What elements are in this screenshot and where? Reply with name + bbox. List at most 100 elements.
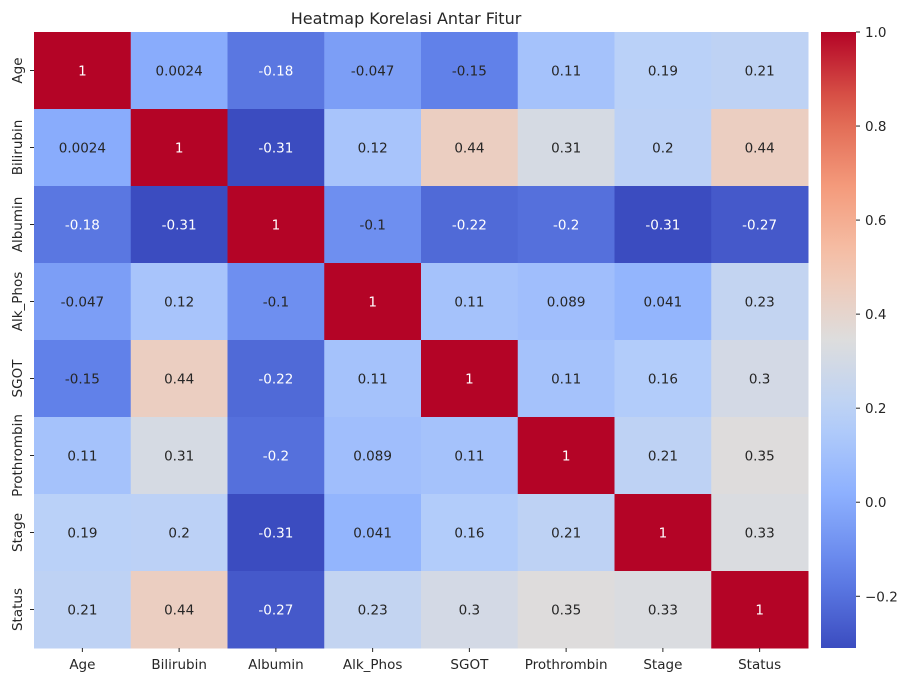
heatmap-cell [324,186,422,264]
heatmap-cell [517,109,615,187]
heatmap-cell [421,571,519,649]
cell-value-label: -0.31 [645,218,680,234]
y-tick-label: Alk_Phos [10,272,26,332]
colorbar: 1.0 0.8 0.6 0.4 0.2 0.0 −0.2 [821,25,898,648]
cell-value-label: -0.18 [65,218,100,234]
heatmap-cell [34,494,132,572]
cell-value-label: -0.27 [258,603,293,619]
cell-value-label: 0.11 [454,295,484,311]
x-tick-label: Albumin [248,657,304,673]
cell-value-label: 0.23 [358,603,388,619]
heatmap-cell [34,186,132,264]
cell-value-label: 0.3 [749,372,770,388]
heatmap-cell [614,263,712,341]
cell-value-label: 0.19 [67,526,97,542]
cell-value-label: 0.33 [745,526,775,542]
cell-value-label: -0.27 [742,218,777,234]
heatmap-cell [614,494,712,572]
heatmap-cell [227,340,325,418]
cell-value-label: 0.2 [168,526,189,542]
cell-value-label: 0.44 [454,141,484,157]
cell-value-label: 0.11 [67,449,97,465]
heatmap-cell [130,263,228,341]
cell-value-label: -0.1 [263,295,289,311]
heatmap-cell [517,340,615,418]
heatmap-cell [421,494,519,572]
heatmap-cell [227,494,325,572]
colorbar-tick-label: 0.4 [865,307,886,323]
colorbar-tick-label: 0.0 [865,495,886,511]
y-tick-label: SGOT [10,359,26,398]
heatmap-cell [324,340,422,418]
colorbar-tick-label: −0.2 [865,589,898,605]
heatmap-cell [34,109,132,187]
heatmap-cell [130,494,228,572]
heatmap-cell [227,109,325,187]
colorbar-gradient [821,32,856,648]
heatmap-cell [130,340,228,418]
cell-value-label: -0.18 [258,64,293,80]
cell-value-label: -0.047 [351,64,395,80]
cell-value-label: -0.31 [162,218,197,234]
cell-value-label: -0.2 [553,218,579,234]
y-axis: Age Bilirubin Albumin Alk_Phos SGOT Prothromb… [10,57,34,631]
heatmap-cell [227,186,325,264]
heatmap-cell [711,340,809,418]
cell-value-label: 0.23 [745,295,775,311]
chart-title: Heatmap Korelasi Antar Fitur [291,9,522,28]
y-tick-label: Stage [10,513,26,552]
cell-value-label: 1 [272,218,281,234]
heatmap-cell [227,32,325,110]
cell-value-label: 0.089 [353,449,392,465]
heatmap-cell [130,571,228,649]
heatmap-cell [421,417,519,495]
cell-value-label: -0.15 [65,372,100,388]
heatmap-cell [711,263,809,341]
heatmap-cell [711,571,809,649]
cell-value-label: 0.3 [459,603,480,619]
x-tick-label: Prothrombin [525,657,608,673]
heatmap-cell [421,109,519,187]
heatmap-cell [517,494,615,572]
cell-value-label: 0.11 [551,372,581,388]
heatmap-cell [34,571,132,649]
cell-value-label: 0.35 [745,449,775,465]
cell-value-label: -0.2 [263,449,289,465]
heatmap-cell [711,417,809,495]
heatmap-cell [34,340,132,418]
heatmap-cell [34,32,132,110]
heatmap-cell [34,263,132,341]
cell-value-label: 0.11 [551,64,581,80]
cell-value-label: 0.44 [745,141,775,157]
cell-value-label: 0.16 [648,372,678,388]
heatmap-cell [421,186,519,264]
cell-value-label: 0.35 [551,603,581,619]
heatmap-cell [324,109,422,187]
heatmap-cell [614,32,712,110]
cell-value-label: -0.047 [61,295,105,311]
cell-value-label: 0.0024 [156,64,203,80]
x-tick-label: Alk_Phos [343,657,403,673]
cell-value-label: 0.2 [652,141,673,157]
cell-value-label: -0.31 [258,141,293,157]
heatmap-cell [517,32,615,110]
cell-value-label: 0.19 [648,64,678,80]
y-tick-label: Bilirubin [10,120,26,176]
cell-value-label: 0.31 [551,141,581,157]
cell-value-label: 1 [368,295,377,311]
cell-value-label: 0.31 [164,449,194,465]
y-tick-label: Prothrombin [10,414,26,497]
cell-value-label: 0.21 [745,64,775,80]
cell-value-label: 0.16 [454,526,484,542]
heatmap-cell [421,263,519,341]
y-tick-label: Albumin [10,197,26,253]
heatmap-cell [614,109,712,187]
cell-value-label: 0.089 [547,295,586,311]
heatmap-cell [324,494,422,572]
cell-value-label: 1 [78,64,87,80]
cell-value-label: 0.0024 [59,141,106,157]
cell-value-label: 1 [659,526,668,542]
cell-value-label: 0.21 [551,526,581,542]
y-tick-label: Age [10,57,26,83]
